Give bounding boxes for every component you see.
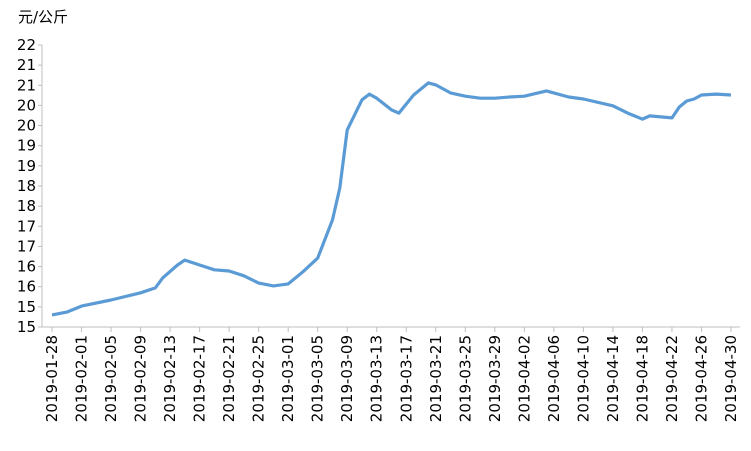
x-tick-label: 2019-03-05	[309, 335, 327, 422]
x-tick-label: 2019-04-30	[722, 335, 740, 422]
x-tick-label: 2019-03-17	[397, 335, 415, 422]
y-axis-label: 元/公斤	[18, 8, 68, 26]
x-tick-label: 2019-03-01	[279, 335, 297, 422]
x-tick-label: 2019-03-13	[368, 335, 386, 422]
y-tick-label: 15	[17, 318, 36, 336]
y-tick-label: 22	[17, 36, 36, 54]
y-tick-label: 19	[17, 137, 36, 155]
x-tick-label: 2019-04-14	[604, 335, 622, 422]
x-tick-label: 2019-02-25	[250, 335, 268, 422]
x-tick-label: 2019-03-21	[427, 335, 445, 422]
x-tick-label: 2019-04-18	[633, 335, 651, 422]
y-tick-label: 15	[17, 298, 36, 316]
x-tick-label: 2019-04-22	[663, 335, 681, 422]
y-tick-label: 21	[17, 76, 36, 94]
x-tick-label: 2019-02-09	[132, 335, 150, 422]
y-tick-label: 16	[17, 278, 36, 296]
x-tick-label: 2019-01-28	[43, 335, 61, 422]
y-tick-label: 20	[17, 96, 36, 114]
y-tick-label: 20	[17, 117, 36, 135]
x-tick-label: 2019-02-05	[102, 335, 120, 422]
y-tick-label: 18	[17, 197, 36, 215]
data-line	[51, 81, 732, 317]
x-tick-label: 2019-03-29	[486, 335, 504, 422]
y-tick-label: 21	[17, 56, 36, 74]
x-tick-label: 2019-04-10	[574, 335, 592, 422]
x-tick-label: 2019-04-06	[545, 335, 563, 422]
x-tick-label: 2019-03-25	[456, 335, 474, 422]
x-tick-label: 2019-02-01	[73, 335, 91, 422]
x-tick-label: 2019-02-21	[220, 335, 238, 422]
x-tick-label: 2019-02-13	[161, 335, 179, 422]
y-tick-label: 17	[17, 237, 36, 255]
y-tick-label: 19	[17, 157, 36, 175]
x-tick-label: 2019-02-17	[191, 335, 209, 422]
x-tick-label: 2019-03-09	[338, 335, 356, 422]
y-tick-label: 17	[17, 217, 36, 235]
y-tick-label: 16	[17, 258, 36, 276]
x-tick-label: 2019-04-26	[692, 335, 710, 422]
y-tick-label: 18	[17, 177, 36, 195]
x-tick-label: 2019-04-02	[515, 335, 533, 422]
